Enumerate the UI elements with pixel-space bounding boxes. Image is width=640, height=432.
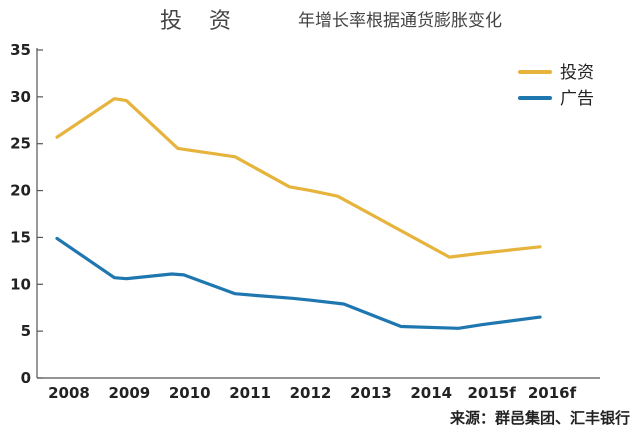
x-tick-label: 2010 (169, 384, 211, 402)
x-tick-label: 2009 (109, 384, 151, 402)
series-line-investment (55, 97, 542, 259)
x-tick-label: 2011 (229, 384, 271, 402)
x-tick-label: 2014 (410, 384, 452, 402)
x-tick-label: 2016f (528, 384, 577, 402)
y-tick-label: 0 (21, 369, 31, 387)
x-tick-label: 2013 (350, 384, 392, 402)
source-note: 来源：群邑集团、汇丰银行 (449, 409, 630, 427)
y-tick-label: 20 (10, 182, 31, 200)
series-layer (55, 97, 542, 330)
x-axis: 2008 2009 2010 2011 2012 2013 2014 2015f 2016f (37, 377, 600, 402)
x-tick-label: 2008 (48, 384, 90, 402)
x-tick-label: 2015f (467, 384, 516, 402)
y-tick-label: 30 (10, 88, 31, 106)
y-tick-label: 5 (21, 322, 31, 340)
series-line-advertising (55, 236, 542, 330)
y-tick-label: 35 (10, 41, 31, 59)
legend-label: 广告 (560, 89, 594, 109)
y-tick-label: 15 (10, 228, 31, 246)
y-tick-label: 10 (10, 275, 31, 293)
x-tick-label: 2012 (290, 384, 332, 402)
chart-subtitle: 年增长率根据通货膨胀变化 (298, 11, 502, 31)
legend-label: 投资 (560, 63, 594, 83)
y-axis: 0 5 10 15 20 25 30 35 (10, 41, 43, 387)
chart-title: 投 资 (160, 9, 241, 34)
y-tick-label: 25 (10, 135, 31, 153)
